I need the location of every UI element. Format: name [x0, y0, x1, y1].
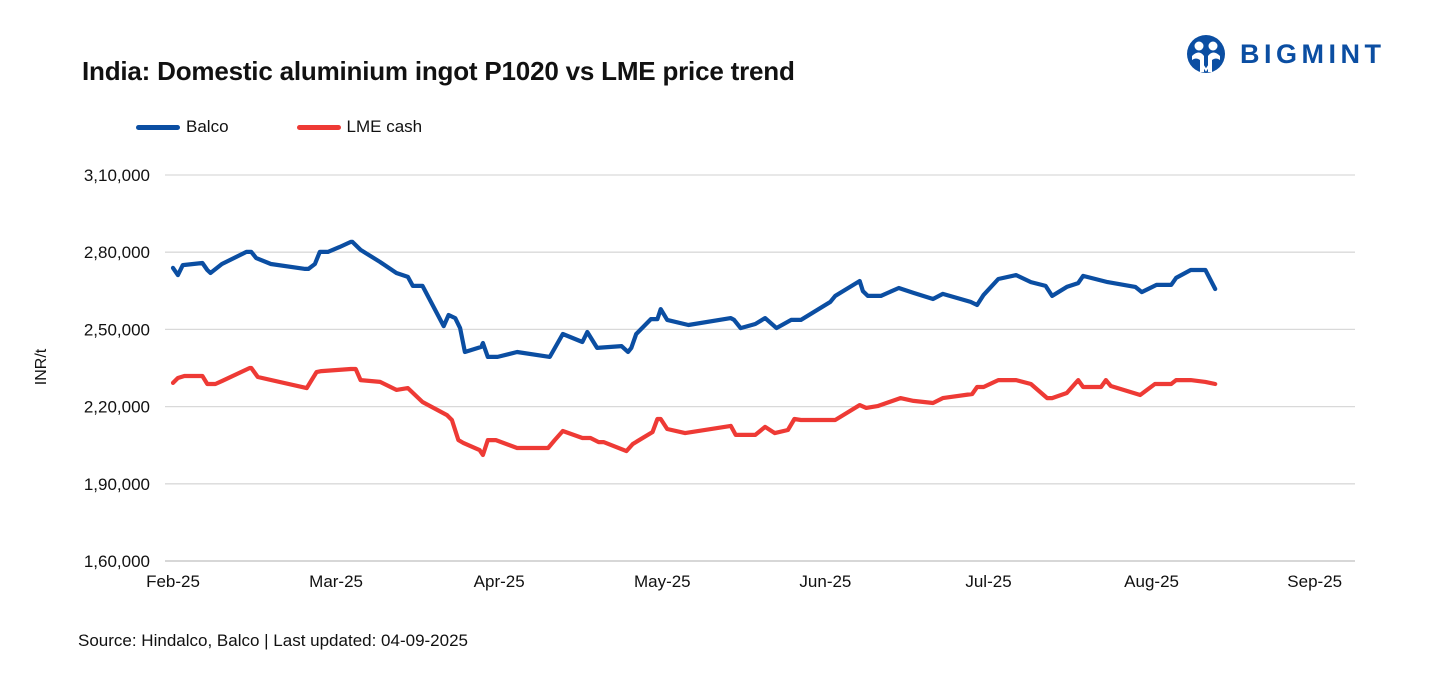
x-tick-label: Aug-25 — [1124, 572, 1179, 591]
y-tick-label: 3,10,000 — [84, 166, 150, 185]
legend-label-balco: Balco — [186, 117, 229, 136]
bigmint-logo-icon — [1187, 35, 1225, 73]
legend: Balco LME cash — [136, 117, 490, 137]
bigmint-logo: BIGMINT — [1186, 34, 1386, 74]
source-note: Source: Hindalco, Balco | Last updated: … — [78, 631, 469, 650]
series-line-lme-cash — [170, 365, 1218, 458]
y-tick-label: 1,90,000 — [84, 475, 150, 494]
legend-swatch-lme — [296, 124, 341, 130]
y-tick-label: 2,50,000 — [84, 320, 150, 339]
legend-item-lme: LME cash — [296, 117, 423, 137]
legend-swatch-balco — [136, 124, 180, 130]
chart-title: India: Domestic aluminium ingot P1020 vs… — [82, 56, 795, 86]
y-tick-label: 2,20,000 — [84, 398, 150, 417]
x-tick-label: Jul-25 — [965, 572, 1011, 591]
x-tick-label: Apr-25 — [474, 572, 525, 591]
legend-label-lme: LME cash — [346, 117, 423, 136]
x-tick-label: Feb-25 — [146, 572, 200, 591]
x-tick-label: Sep-25 — [1287, 572, 1342, 591]
x-tick-label: Mar-25 — [309, 572, 363, 591]
x-tick-label: May-25 — [634, 572, 691, 591]
y-tick-label: 1,60,000 — [84, 552, 150, 571]
series-line-balco — [170, 239, 1218, 359]
y-tick-label: 2,80,000 — [84, 243, 150, 262]
x-tick-label: Jun-25 — [799, 572, 851, 591]
legend-item-balco: Balco — [136, 117, 229, 137]
logo-text: BIGMINT — [1240, 38, 1386, 69]
